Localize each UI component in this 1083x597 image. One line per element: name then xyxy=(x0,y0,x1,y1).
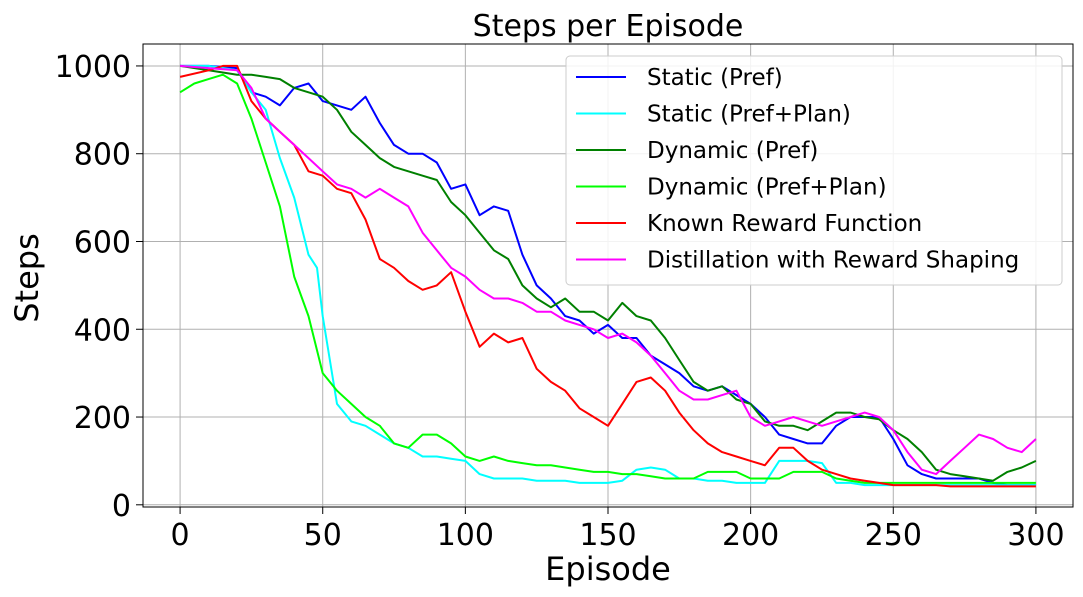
series-line-3 xyxy=(179,64,1037,482)
x-tick-label: 50 xyxy=(304,518,342,553)
y-tick-label: 600 xyxy=(74,225,131,260)
x-tick-label: 100 xyxy=(437,518,494,553)
legend-label: Distillation with Reward Shaping xyxy=(647,248,1019,274)
legend-label: Dynamic (Pref) xyxy=(647,138,818,164)
legend-label: Dynamic (Pref+Plan) xyxy=(647,175,887,201)
legend: Static (Pref) Static (Pref+Plan) Dynamic (… xyxy=(565,55,1063,286)
x-tick-label: 150 xyxy=(579,518,636,553)
chart-title: Steps per Episode xyxy=(473,9,744,44)
series-line-6 xyxy=(180,64,1037,476)
series-lines xyxy=(179,64,1037,488)
legend-label: Static (Pref+Plan) xyxy=(647,102,851,128)
x-tick-label: 300 xyxy=(1007,518,1064,553)
y-axis-label: Steps xyxy=(8,233,46,323)
x-axis-ticks: 0 50 100 150 200 250 300 xyxy=(171,507,1065,553)
x-tick-label: 200 xyxy=(722,518,779,553)
series-line-1 xyxy=(180,64,1036,487)
x-tick-label: 0 xyxy=(171,518,190,553)
legend-box xyxy=(565,55,1063,286)
series-line-4 xyxy=(179,73,1036,484)
x-axis-label: Episode xyxy=(545,550,671,588)
y-tick-label: 200 xyxy=(74,401,131,436)
y-axis-ticks: 0 200 400 600 800 1000 xyxy=(55,50,143,524)
x-tick-label: 250 xyxy=(865,518,922,553)
y-tick-label: 400 xyxy=(74,313,131,348)
series-line-5 xyxy=(179,64,1036,488)
legend-label: Static (Pref) xyxy=(647,65,783,91)
y-tick-label: 1000 xyxy=(55,50,131,85)
legend-label: Known Reward Function xyxy=(647,211,922,237)
y-tick-label: 0 xyxy=(112,489,131,524)
y-tick-label: 800 xyxy=(74,138,131,173)
